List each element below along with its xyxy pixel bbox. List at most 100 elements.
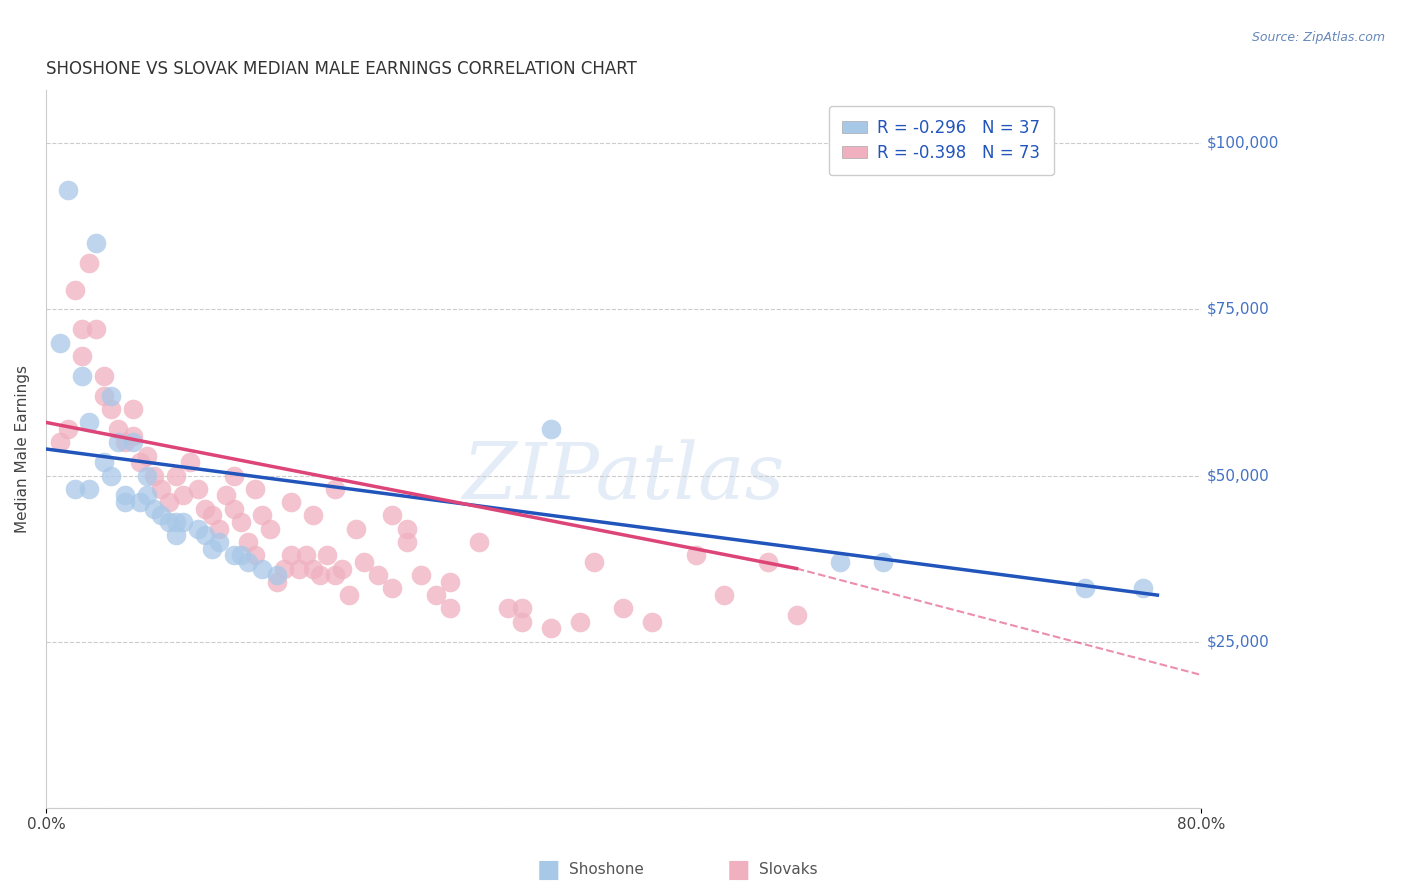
Text: Slovaks: Slovaks [759, 863, 818, 877]
Point [77, 482, 100, 496]
Point [56, 183, 79, 197]
Point [222, 548, 245, 562]
Point [294, 548, 316, 562]
Point [280, 548, 302, 562]
Point [273, 561, 295, 575]
Point [540, 422, 562, 436]
Point [266, 574, 288, 589]
Point [172, 515, 194, 529]
Point [381, 508, 404, 523]
Point [496, 601, 519, 615]
Point [136, 449, 159, 463]
Point [302, 561, 325, 575]
Point [70, 368, 93, 383]
Point [114, 495, 136, 509]
Point [128, 455, 150, 469]
Point [100, 402, 122, 417]
Text: ■: ■ [537, 858, 560, 881]
Point [786, 608, 808, 623]
Point [395, 535, 418, 549]
Point [287, 561, 309, 575]
Point [136, 488, 159, 502]
Text: SHOSHONE VS SLOVAK MEDIAN MALE EARNINGS CORRELATION CHART: SHOSHONE VS SLOVAK MEDIAN MALE EARNINGS … [46, 60, 637, 78]
Point [468, 535, 491, 549]
Point [56, 422, 79, 436]
Point [165, 515, 187, 529]
Point [157, 495, 180, 509]
Point [150, 508, 173, 523]
Point [136, 468, 159, 483]
Point [612, 601, 634, 615]
Point [872, 555, 894, 569]
Point [93, 368, 115, 383]
Point [143, 501, 166, 516]
Point [107, 422, 129, 436]
Point [93, 455, 115, 469]
Point [229, 548, 252, 562]
Point [337, 588, 360, 602]
Point [201, 508, 224, 523]
Point [229, 515, 252, 529]
Point [1132, 582, 1154, 596]
Point [222, 501, 245, 516]
Text: ZIPatlas: ZIPatlas [463, 440, 785, 516]
Text: ■: ■ [727, 858, 749, 881]
Point [100, 389, 122, 403]
Point [252, 508, 274, 523]
Point [685, 548, 707, 562]
Point [323, 482, 346, 496]
Point [49, 335, 72, 350]
Point [121, 435, 143, 450]
Point [194, 528, 217, 542]
Point [344, 522, 367, 536]
Point [208, 522, 231, 536]
Point [150, 482, 173, 496]
Point [208, 535, 231, 549]
Point [77, 416, 100, 430]
Point [583, 555, 606, 569]
Point [713, 588, 735, 602]
Point [70, 349, 93, 363]
Point [266, 568, 288, 582]
Point [1074, 582, 1097, 596]
Point [179, 455, 201, 469]
Point [367, 568, 389, 582]
Point [165, 528, 187, 542]
Point [186, 482, 208, 496]
Point [756, 555, 779, 569]
Point [280, 495, 302, 509]
Point [540, 621, 562, 635]
Text: Source: ZipAtlas.com: Source: ZipAtlas.com [1251, 31, 1385, 45]
Text: Shoshone: Shoshone [569, 863, 644, 877]
Point [100, 468, 122, 483]
Point [259, 522, 281, 536]
Point [121, 428, 143, 442]
Text: $100,000: $100,000 [1206, 136, 1279, 151]
Text: $50,000: $50,000 [1206, 468, 1270, 483]
Point [157, 515, 180, 529]
Point [425, 588, 447, 602]
Point [77, 256, 100, 270]
Point [143, 468, 166, 483]
Point [245, 548, 267, 562]
Point [641, 615, 664, 629]
Point [128, 495, 150, 509]
Point [510, 615, 533, 629]
Point [114, 488, 136, 502]
Text: $75,000: $75,000 [1206, 302, 1270, 317]
Point [201, 541, 224, 556]
Y-axis label: Median Male Earnings: Median Male Earnings [15, 365, 30, 533]
Point [828, 555, 851, 569]
Point [323, 568, 346, 582]
Point [236, 555, 259, 569]
Point [86, 322, 108, 336]
Point [93, 389, 115, 403]
Point [510, 601, 533, 615]
Point [172, 488, 194, 502]
Point [165, 468, 187, 483]
Point [353, 555, 375, 569]
Point [252, 561, 274, 575]
Point [236, 535, 259, 549]
Point [439, 601, 461, 615]
Point [569, 615, 592, 629]
